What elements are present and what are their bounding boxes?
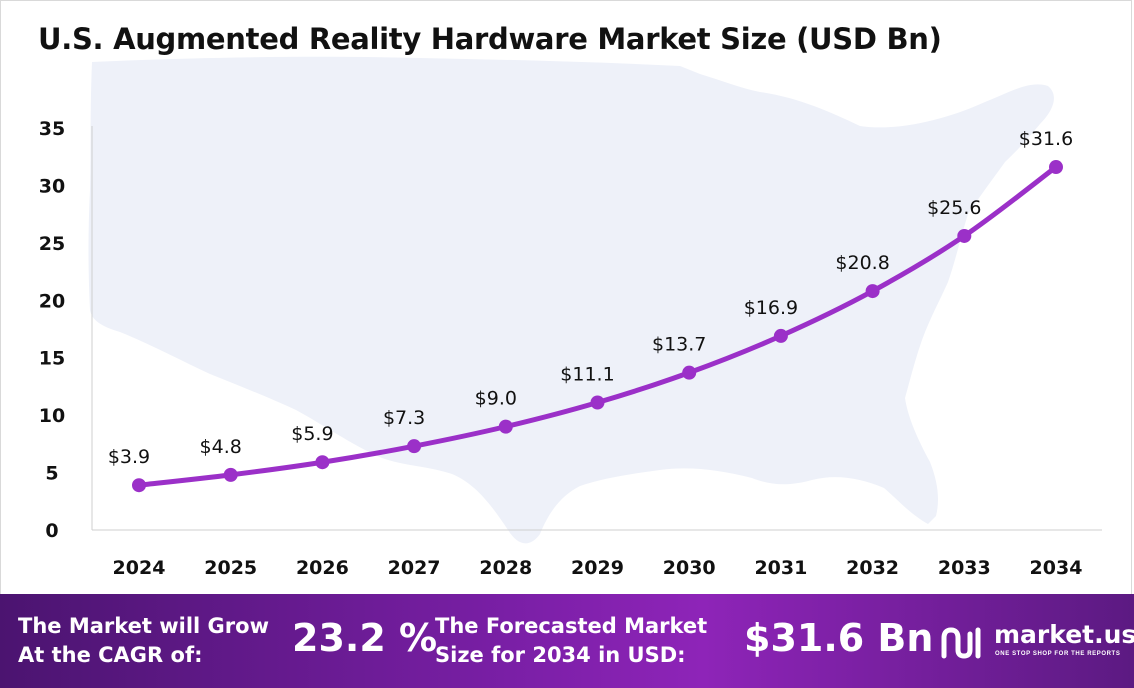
data-label: $20.8 bbox=[835, 252, 889, 274]
data-point bbox=[315, 455, 330, 470]
market-us-logo-icon bbox=[941, 627, 981, 659]
x-tick-label: 2027 bbox=[388, 557, 441, 579]
x-tick-label: 2032 bbox=[846, 557, 899, 579]
data-label: $7.3 bbox=[383, 407, 425, 429]
y-tick-label: 25 bbox=[39, 233, 65, 255]
x-tick-label: 2026 bbox=[296, 557, 349, 579]
data-point bbox=[132, 478, 146, 493]
y-tick-label: 35 bbox=[39, 118, 65, 140]
x-tick-label: 2029 bbox=[571, 557, 624, 579]
chart-title: U.S. Augmented Reality Hardware Market S… bbox=[38, 22, 942, 56]
logo-tagline: ONE STOP SHOP FOR THE REPORTS bbox=[995, 651, 1121, 657]
y-tick-label: 15 bbox=[39, 348, 65, 370]
x-tick-label: 2028 bbox=[479, 557, 532, 579]
x-tick-label: 2030 bbox=[663, 557, 716, 579]
data-point bbox=[682, 365, 697, 380]
y-tick-label: 5 bbox=[45, 463, 58, 485]
data-label: $25.6 bbox=[927, 197, 981, 219]
data-point bbox=[1049, 160, 1063, 175]
logo-name: market.us bbox=[994, 620, 1134, 649]
data-point bbox=[865, 284, 880, 299]
y-tick-label: 0 bbox=[45, 520, 58, 542]
data-point bbox=[223, 467, 238, 482]
market-us-logo: market.us ONE STOP SHOP FOR THE REPORTS bbox=[938, 620, 1134, 664]
y-tick-label: 30 bbox=[39, 175, 65, 197]
data-label: $5.9 bbox=[291, 423, 333, 445]
data-label: $11.1 bbox=[560, 364, 614, 386]
data-label: $16.9 bbox=[744, 297, 798, 319]
data-label: $9.0 bbox=[475, 388, 517, 410]
x-tick-label: 2034 bbox=[1030, 557, 1083, 579]
x-tick-label: 2033 bbox=[938, 557, 991, 579]
data-point bbox=[590, 395, 605, 410]
x-tick-label: 2031 bbox=[754, 557, 807, 579]
cagr-value: 23.2 % bbox=[292, 616, 438, 660]
x-tick-label: 2024 bbox=[113, 557, 166, 579]
data-label: $31.6 bbox=[1019, 128, 1073, 150]
x-tick-label: 2025 bbox=[204, 557, 257, 579]
data-point bbox=[773, 328, 788, 343]
data-point bbox=[957, 228, 972, 243]
us-map-watermark bbox=[88, 56, 1054, 544]
forecast-text: The Forecasted Market Size for 2034 in U… bbox=[435, 614, 708, 667]
data-label: $13.7 bbox=[652, 334, 706, 356]
data-label: $3.9 bbox=[108, 446, 150, 468]
data-point bbox=[498, 419, 513, 434]
chart-frame bbox=[0, 0, 1132, 594]
data-label: $4.8 bbox=[200, 436, 242, 458]
cagr-text: The Market will Grow At the CAGR of: bbox=[18, 614, 269, 667]
y-tick-label: 20 bbox=[39, 290, 65, 312]
forecast-value: $31.6 Bn bbox=[744, 616, 934, 660]
summary-footer: The Market will Grow At the CAGR of: 23.… bbox=[0, 594, 1134, 688]
y-tick-label: 10 bbox=[39, 405, 65, 427]
data-point bbox=[407, 439, 422, 454]
